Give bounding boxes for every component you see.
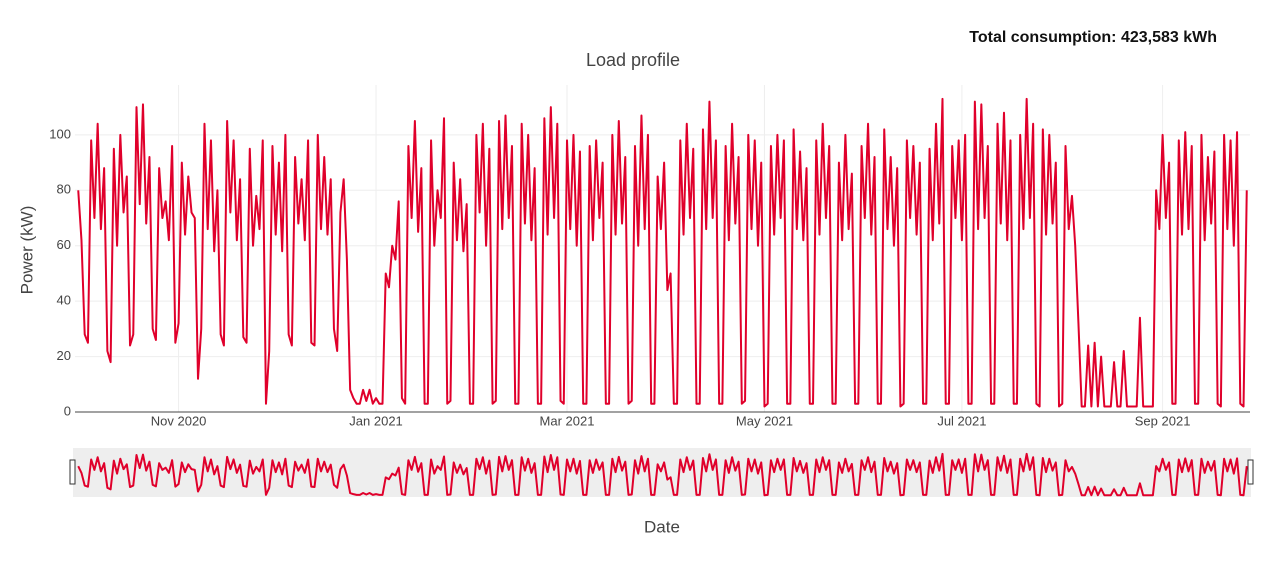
slider-line [77, 452, 1248, 497]
series-line [77, 97, 1248, 408]
y-tick-label: 60 [57, 237, 71, 252]
chart-title: Load profile [586, 50, 680, 70]
x-tick-label: Nov 2020 [151, 413, 207, 428]
x-tick-label: Jul 2021 [937, 413, 986, 428]
annotation: Total consumption: 423,583 kWh [969, 29, 1217, 46]
slider-handle-left[interactable] [69, 459, 76, 485]
y-tick-label: 100 [49, 126, 71, 141]
y-tick-label: 40 [57, 293, 71, 308]
y-tick-label: 20 [57, 348, 71, 363]
y-tick-label: 0 [64, 403, 71, 418]
x-tick-label: Sep 2021 [1135, 413, 1191, 428]
x-tick-label: Jan 2021 [349, 413, 403, 428]
y-axis-label: Power (kW) [17, 206, 36, 295]
x-tick-label: Mar 2021 [540, 413, 595, 428]
slider-handle-right[interactable] [1247, 459, 1254, 485]
y-tick-label: 80 [57, 182, 71, 197]
x-axis-label: Date [644, 517, 680, 536]
x-tick-label: May 2021 [736, 413, 793, 428]
